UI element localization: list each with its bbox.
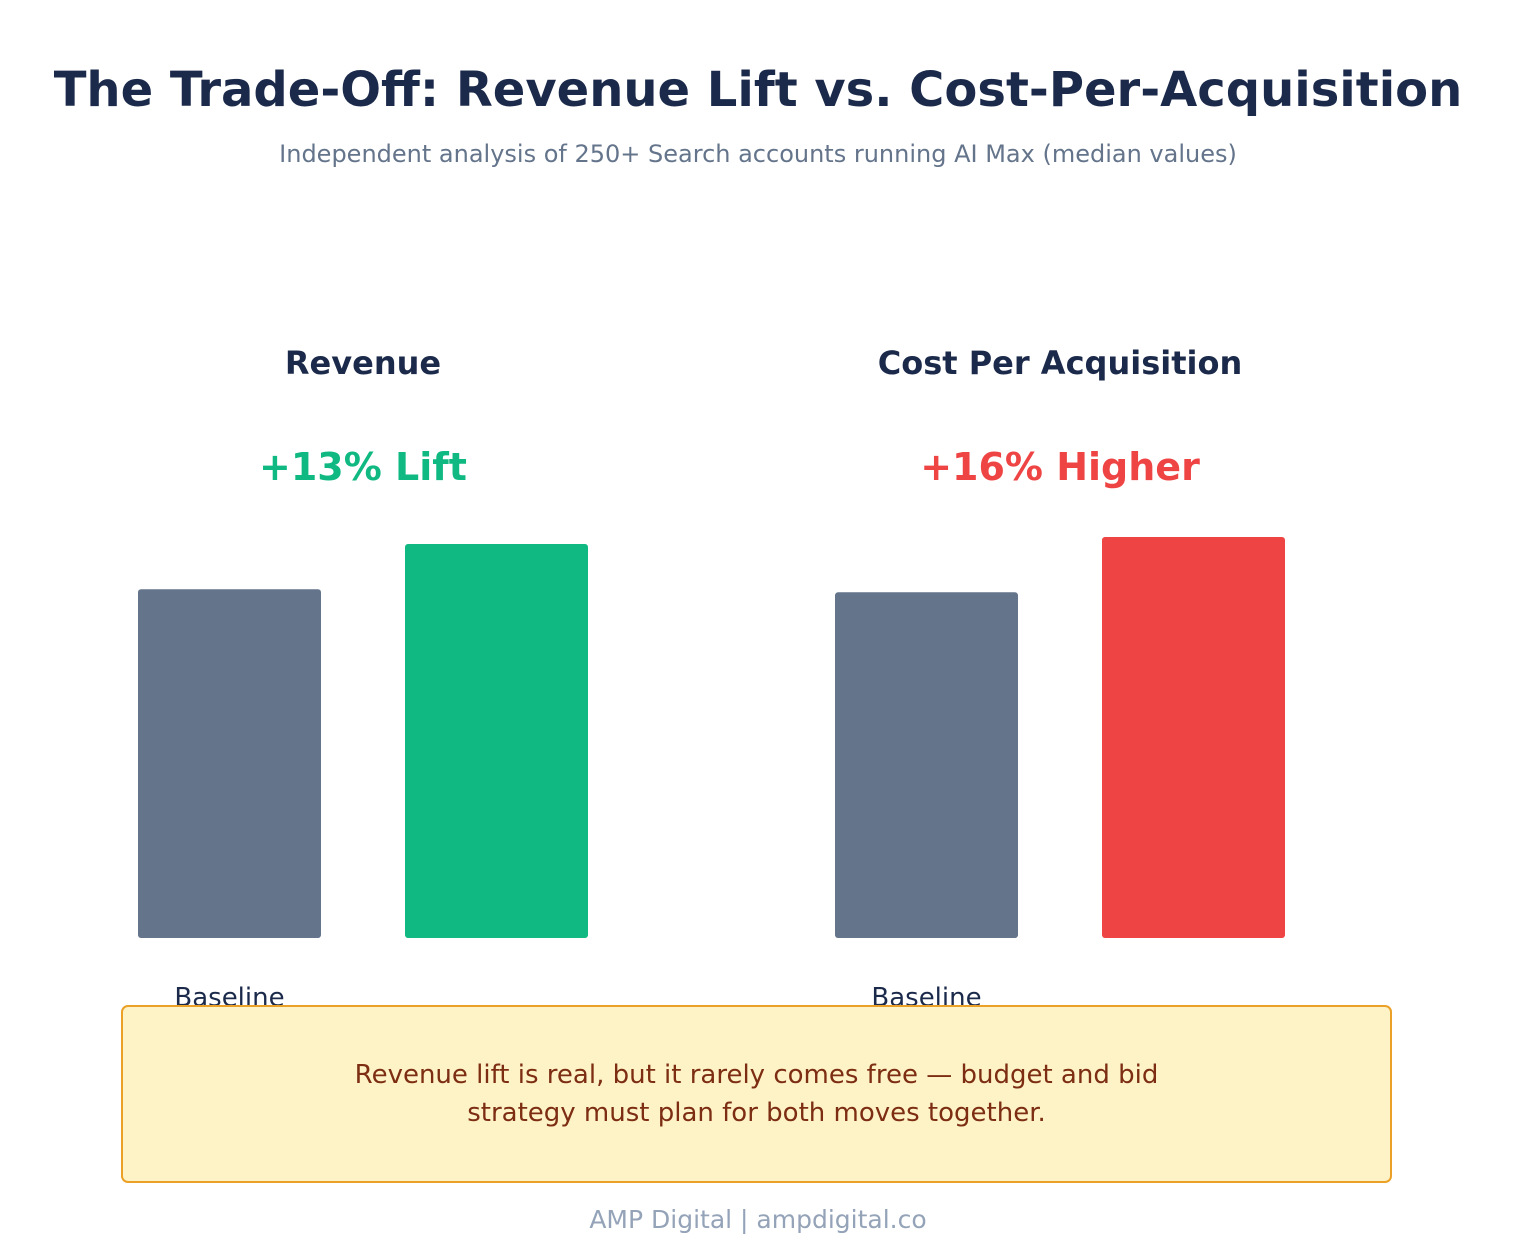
footer-credit: AMP Digital | ampdigital.co [589, 1205, 927, 1234]
chart-title: Revenue [285, 344, 441, 382]
baseline-bar [835, 592, 1018, 938]
change-annotation: +16% Higher [920, 445, 1200, 489]
ai-max-bar [405, 543, 588, 938]
insight-callout-text: Revenue lift is real, but it rarely come… [354, 1060, 1159, 1128]
insight-callout: Revenue lift is real, but it rarely come… [121, 1005, 1392, 1183]
page-title: The Trade-Off: Revenue Lift vs. Cost-Per… [53, 62, 1463, 118]
ai-max-bar [1102, 537, 1285, 938]
baseline-bar [138, 589, 321, 938]
chart-title: Cost Per Acquisition [878, 344, 1242, 382]
change-annotation: +13% Lift [259, 445, 467, 489]
page-subtitle: Independent analysis of 250+ Search acco… [279, 140, 1237, 168]
